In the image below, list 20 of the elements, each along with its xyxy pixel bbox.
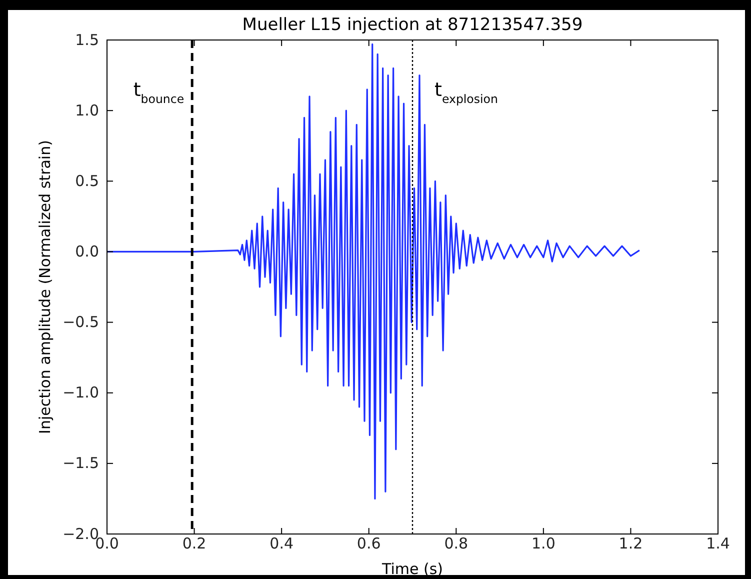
- x-axis-title: Time (s): [381, 560, 443, 578]
- x-tick-label: 1.2: [618, 534, 643, 553]
- x-tick-label: 0.2: [182, 534, 206, 553]
- y-axis-title: Injection amplitude (Normalized strain): [36, 140, 54, 434]
- x-tick-label: 1.4: [706, 534, 730, 553]
- y-tick-label: −1.0: [62, 384, 99, 402]
- line-series: [106, 43, 640, 500]
- y-tick-label: 1.5: [75, 30, 99, 49]
- chart-title: Mueller L15 injection at 871213547.359: [242, 15, 583, 35]
- x-tick-label: 0.8: [444, 534, 468, 553]
- y-tick-label: 0.0: [75, 242, 99, 261]
- y-tick-label: −0.5: [62, 313, 99, 332]
- x-tick-label: 1.0: [532, 534, 556, 553]
- x-tick-label: 0.6: [356, 534, 381, 553]
- y-tick-label: −1.5: [62, 454, 99, 472]
- x-tick-label: 0.4: [270, 534, 294, 553]
- y-tick-label: 1.0: [75, 101, 99, 120]
- y-tick-label: 0.5: [75, 172, 99, 190]
- ref-line-label: t$_{bounce}$: [133, 79, 184, 106]
- ref-line-label: t$_{explosion}$: [434, 79, 498, 106]
